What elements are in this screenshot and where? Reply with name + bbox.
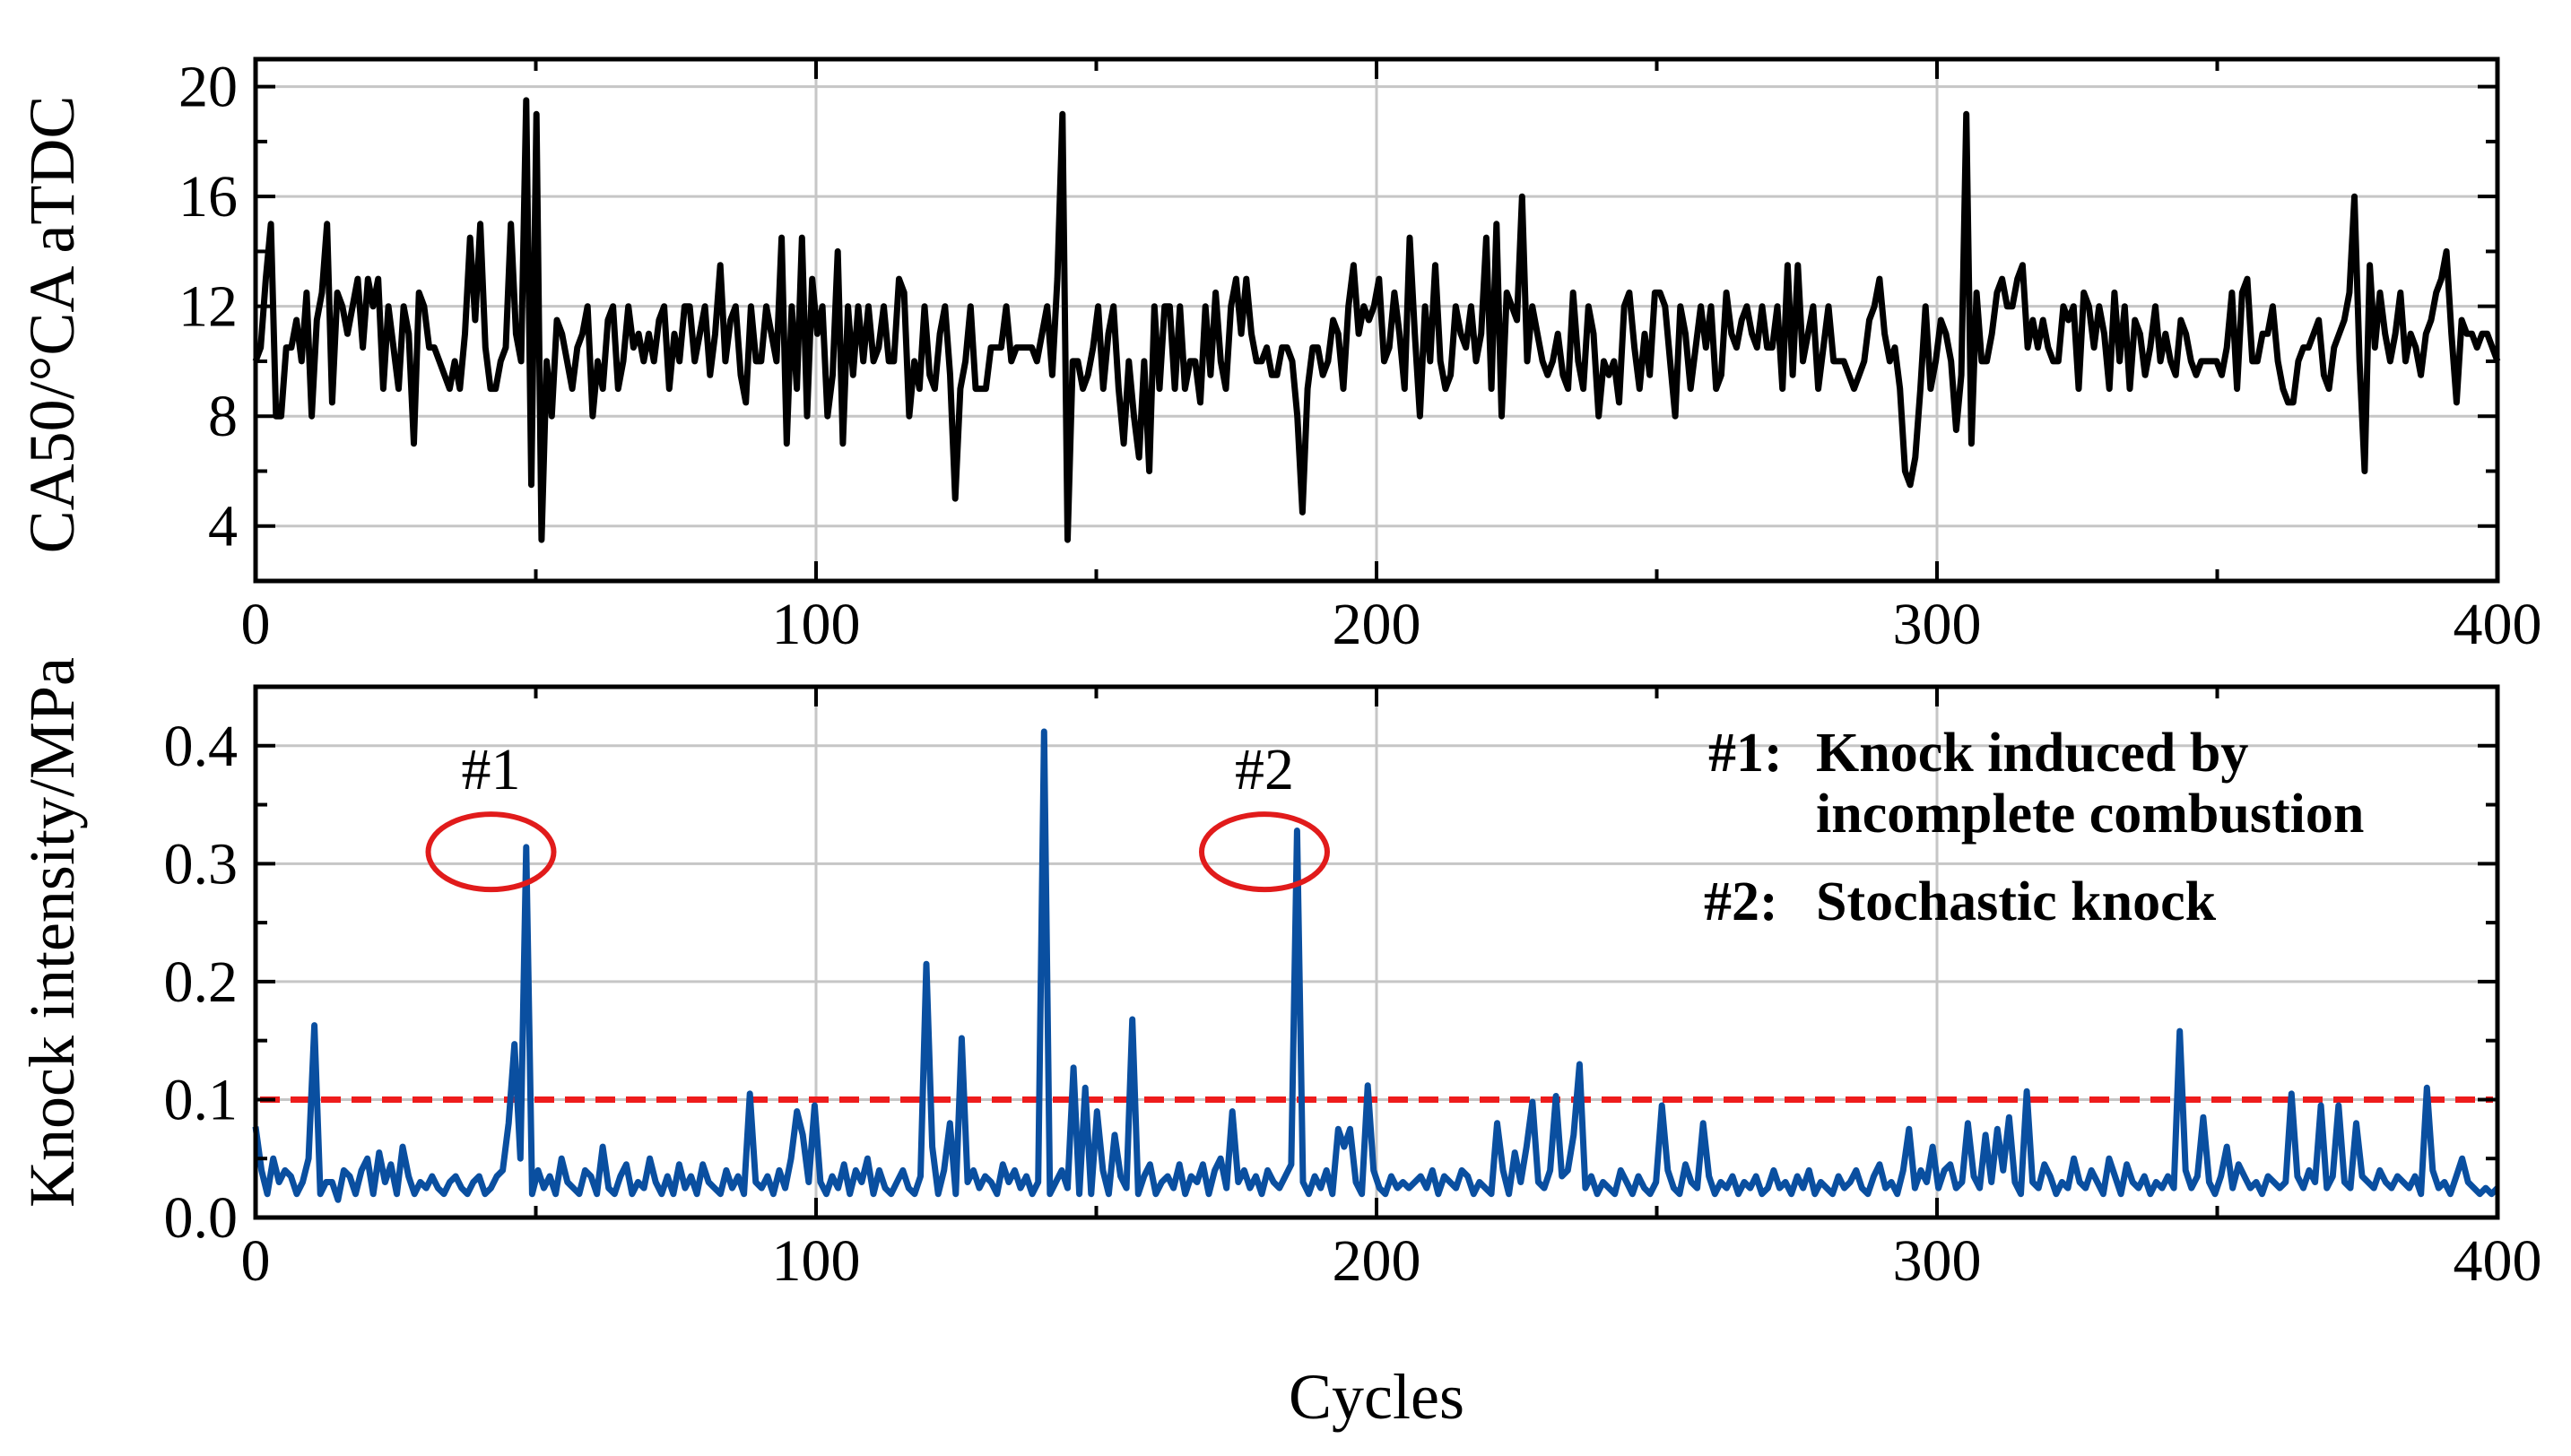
ca50-y-axis-label: CA50/°CA aTDC xyxy=(16,96,88,554)
ca50-gridlines xyxy=(256,59,2497,581)
x-axis-label: Cycles xyxy=(1289,1361,1464,1433)
y-tick-label: 8 xyxy=(208,384,238,449)
knock-series-line xyxy=(252,728,2500,1203)
x-tick-label: 200 xyxy=(1333,592,1421,657)
x-tick-label: 100 xyxy=(772,592,861,657)
y-tick-label: 12 xyxy=(178,274,238,340)
legend-text-2: Stochastic knock xyxy=(1816,871,2217,932)
annotation-1-label: #1 xyxy=(462,737,521,802)
knock-y-axis-label: Knock intensity/MPa xyxy=(16,657,88,1208)
legend-key-1: #1: xyxy=(1708,723,1783,784)
knock-legend: #1: Knock induced by incomplete combusti… xyxy=(1704,723,2364,932)
y-tick-label: 4 xyxy=(208,494,238,559)
x-tick-label: 300 xyxy=(1893,592,1982,657)
ca50-panel: 0 100 200 300 400 4 8 12 16 20 CA50/°CA aTDC xyxy=(16,55,2542,657)
x-tick-label: 100 xyxy=(772,1228,861,1294)
legend-text-1b: incomplete combustion xyxy=(1816,784,2364,845)
knock-ticks: 0 100 200 300 400 0.0 0.1 0.2 0.3 0.4 xyxy=(164,685,2542,1294)
x-tick-label: 0 xyxy=(241,1228,271,1294)
legend-text-1a: Knock induced by xyxy=(1816,723,2248,784)
x-tick-label: 400 xyxy=(2454,592,2542,657)
y-tick-label: 20 xyxy=(178,55,238,120)
y-tick-label: 0.4 xyxy=(164,714,239,779)
x-tick-label: 400 xyxy=(2454,1228,2542,1294)
circle-marker-1 xyxy=(425,811,557,893)
x-tick-label: 200 xyxy=(1333,1228,1421,1294)
y-tick-label: 0.0 xyxy=(164,1185,239,1251)
knock-panel: 0 100 200 300 400 0.0 0.1 0.2 0.3 0.4 #1 #2 #1: K… xyxy=(16,657,2542,1433)
x-tick-label: 0 xyxy=(241,592,271,657)
annotation-2-label: #2 xyxy=(1235,737,1294,802)
circle-marker-2 xyxy=(1199,811,1330,893)
ca50-series-line xyxy=(252,97,2501,543)
ca50-ticks: 0 100 200 300 400 4 8 12 16 20 xyxy=(178,55,2542,657)
y-tick-label: 0.3 xyxy=(164,831,239,897)
x-tick-label: 300 xyxy=(1893,1228,1982,1294)
y-tick-label: 16 xyxy=(178,164,238,230)
y-tick-label: 0.1 xyxy=(164,1067,239,1132)
y-tick-label: 0.2 xyxy=(164,949,239,1015)
legend-key-2: #2: xyxy=(1704,871,1778,932)
